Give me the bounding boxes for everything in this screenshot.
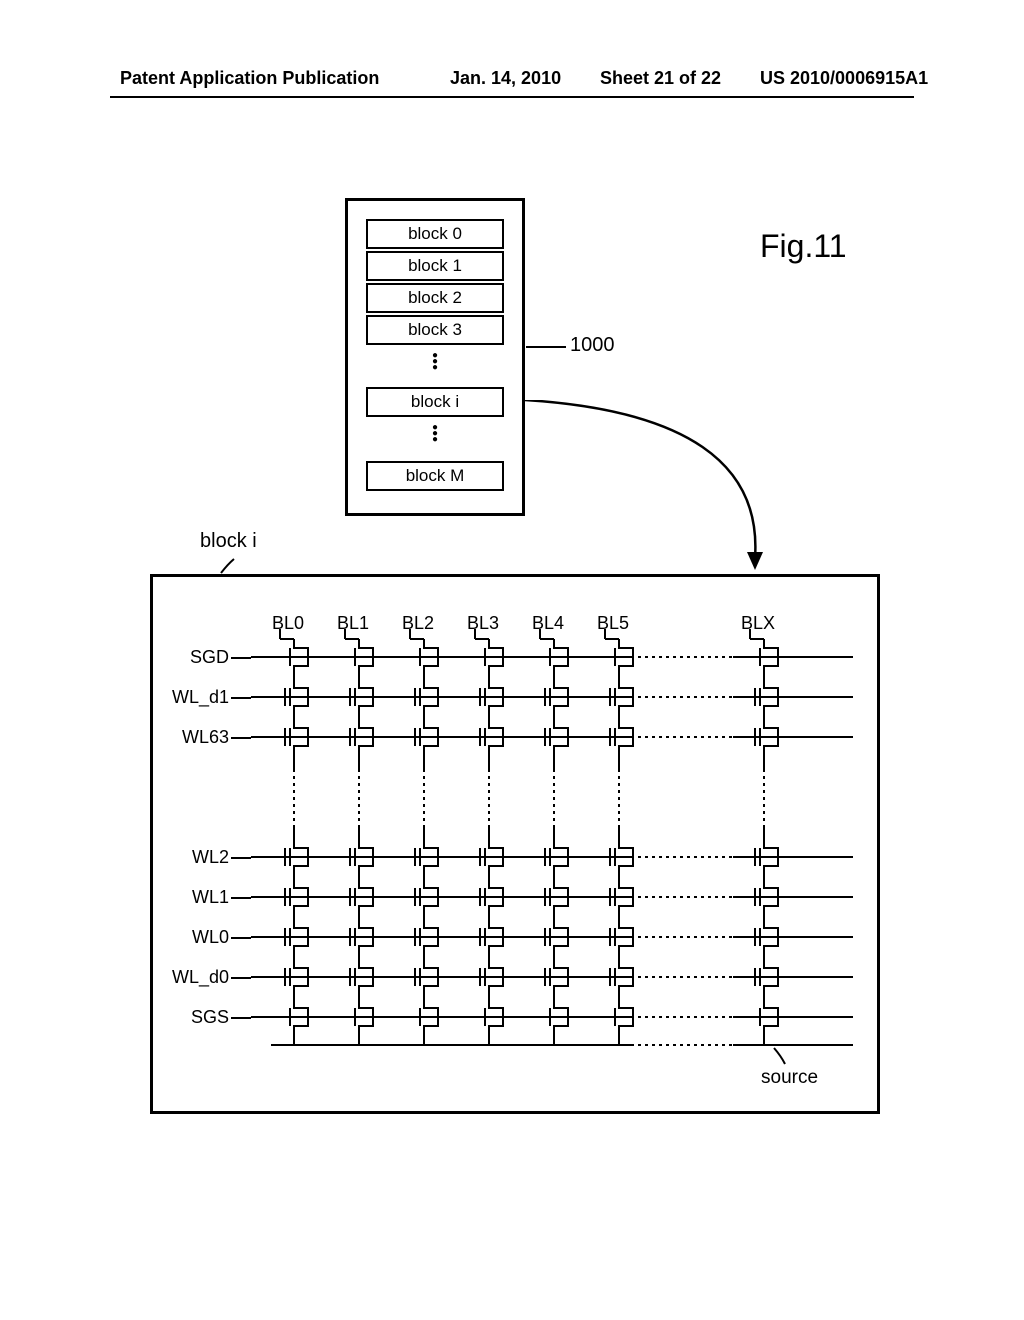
block-0: block 0 xyxy=(366,219,504,249)
label-source: source xyxy=(761,1067,818,1089)
block-2: block 2 xyxy=(366,283,504,313)
header-number: US 2010/0006915A1 xyxy=(760,68,928,89)
header-rule xyxy=(110,96,914,98)
block-i: block i xyxy=(366,387,504,417)
circuit-diagram xyxy=(153,577,883,1117)
header-publication: Patent Application Publication xyxy=(120,68,379,89)
block-array: block 0 block 1 block 2 block 3 ●●● bloc… xyxy=(345,198,525,516)
header-date: Jan. 14, 2010 xyxy=(450,68,561,89)
block-m: block M xyxy=(366,461,504,491)
block-1: block 1 xyxy=(366,251,504,281)
block-detail: BL0 BL1 BL2 BL3 BL4 BL5 BLX SGD WL_d1 WL… xyxy=(150,574,880,1114)
ellipsis-2: ●●● xyxy=(348,425,522,443)
ref-1000: 1000 xyxy=(570,334,615,357)
ref-1000-leader xyxy=(526,346,566,348)
source-tick xyxy=(772,1047,786,1065)
block-3: block 3 xyxy=(366,315,504,345)
ellipsis-1: ●●● xyxy=(348,353,522,371)
header-sheet: Sheet 21 of 22 xyxy=(600,68,721,89)
block-i-callout: block i xyxy=(200,530,257,553)
detail-arrow xyxy=(525,400,845,580)
figure-label: Fig.11 xyxy=(760,228,847,265)
